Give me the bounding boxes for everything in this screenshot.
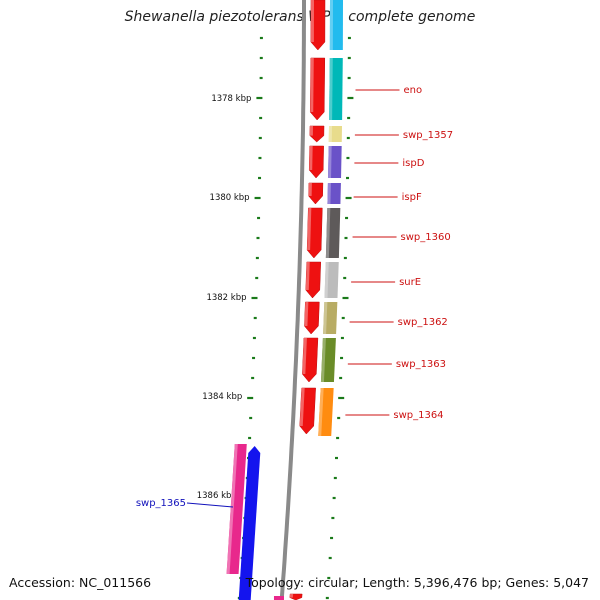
forward-cds-arrow-highlight (305, 262, 310, 290)
ruler-tick-label: 1378 kbp (211, 94, 251, 104)
gene-labels: eno swp_1357 ispD ispF swp_1360 surE swp_1362s… (136, 85, 453, 509)
category-bar-highlight (325, 208, 331, 258)
category-bar-highlight (327, 183, 331, 204)
category-bar (329, 0, 343, 50)
gene-label: eno (404, 85, 423, 96)
reverse-category-bar-highlight (226, 444, 238, 574)
forward-cds-arrow (309, 125, 325, 143)
category-bar-highlight (324, 262, 329, 298)
forward-cds-arrow-highlight (309, 126, 314, 136)
gene-label: swp_1364 (393, 410, 443, 421)
category-bar-highlight (329, 58, 333, 120)
gene-label: swp_1365 (136, 498, 186, 509)
category-bar-highlight (329, 0, 333, 50)
outer-ruler: 1378 kbp 1380 kbp 1382 kbp 1384 kbp 1386 kbp (197, 36, 263, 600)
forward-cds-arrow-highlight (309, 146, 313, 170)
gene-label: surE (399, 277, 421, 288)
category-bar-highlight (318, 388, 324, 436)
forward-cds-track (289, 0, 326, 600)
accession-text: Accession: NC_011566 (9, 575, 152, 590)
map-title: Shewanella piezotolerans WP3, complete g… (124, 9, 476, 25)
gene-label: ispF (402, 192, 422, 203)
category-bar (328, 126, 343, 142)
forward-cds-arrow-highlight (308, 183, 312, 196)
ruler-tick-label: 1380 kbp (210, 193, 250, 203)
ruler-tick-label: 1382 kbp (206, 293, 246, 303)
forward-cds-arrow-highlight (299, 388, 305, 426)
category-bar-highlight (320, 338, 326, 382)
reverse-strand-track (226, 444, 284, 600)
ruler-tick-label: 1386 kbp (197, 491, 237, 501)
category-track (318, 0, 343, 436)
gene-label: ispD (402, 158, 424, 169)
forward-cds-arrow-highlight (289, 594, 294, 598)
genome-summary-text: Topology: circular; Length: 5,396,476 bp… (245, 575, 589, 590)
category-bar-highlight (328, 146, 332, 178)
forward-cds-arrow (305, 261, 322, 299)
genome-backbone (279, 0, 306, 600)
inner-ruler (325, 36, 354, 600)
category-bar-highlight (328, 126, 333, 142)
forward-cds-arrow-highlight (307, 208, 312, 250)
reverse-category-bar (273, 596, 284, 600)
category-bar-highlight (323, 302, 328, 334)
forward-cds-arrow (310, 0, 326, 51)
forward-cds-arrow-highlight (310, 0, 314, 42)
forward-cds-arrow-highlight (310, 58, 314, 112)
gene-label-leader (186, 502, 234, 508)
forward-cds-arrow-highlight (302, 338, 307, 374)
forward-cds-arrow-highlight (304, 302, 309, 326)
gene-label: swp_1360 (401, 232, 451, 243)
gene-label: swp_1362 (398, 317, 448, 328)
forward-cds-arrow (304, 301, 320, 335)
forward-cds-arrow (308, 182, 324, 205)
ruler-tick-label: 1384 kbp (202, 392, 242, 402)
gene-label: swp_1363 (396, 359, 446, 370)
reverse-cds-arrow (238, 446, 261, 600)
gene-label: swp_1357 (403, 130, 453, 141)
